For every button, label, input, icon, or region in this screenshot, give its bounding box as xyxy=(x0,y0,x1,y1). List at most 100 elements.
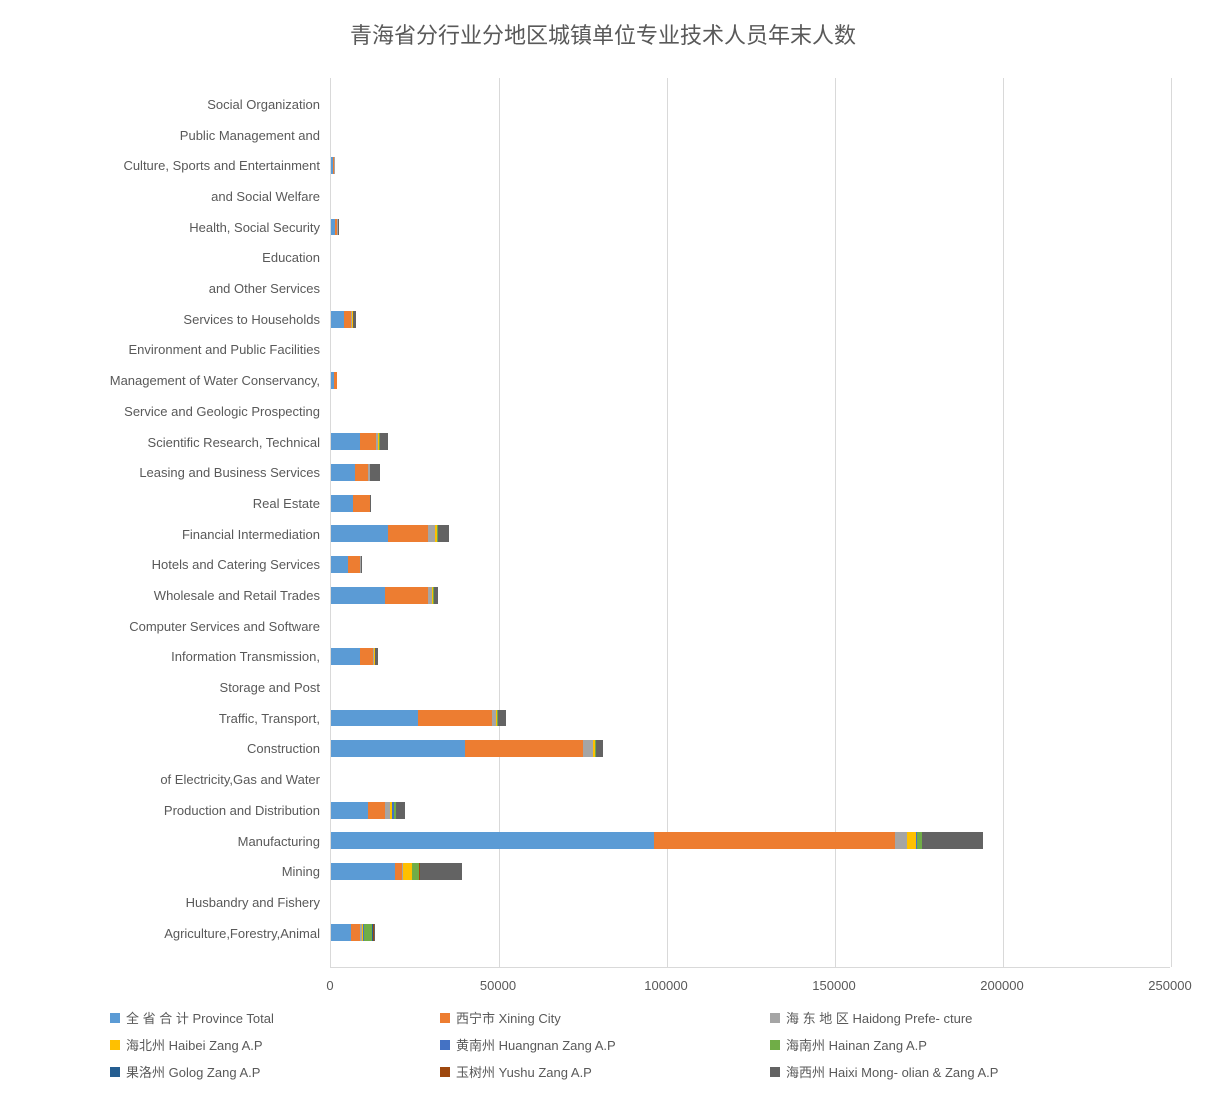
y-axis-labels: Social OrganizationPublic Management and… xyxy=(0,78,320,968)
category-label: Financial Intermediation xyxy=(182,528,320,541)
category-label: Management of Water Conservancy, xyxy=(110,374,320,387)
chart-container: 青海省分行业分地区城镇单位专业技术人员年末人数 Social Organizat… xyxy=(0,0,1206,1097)
bar-row xyxy=(331,556,361,573)
bar-segment xyxy=(403,863,411,880)
bar-row xyxy=(331,525,449,542)
bar-segment xyxy=(334,372,337,389)
category-label: Environment and Public Facilities xyxy=(129,343,320,356)
bar-segment xyxy=(355,464,368,481)
bar-segment xyxy=(498,710,505,727)
legend-swatch xyxy=(770,1067,780,1077)
bar-row xyxy=(331,464,380,481)
legend-label: 海 东 地 区 Haidong Prefe- cture xyxy=(786,1008,972,1027)
bar-segment xyxy=(331,311,344,328)
x-tick-label: 100000 xyxy=(644,978,687,993)
legend-item: 海南州 Hainan Zang A.P xyxy=(770,1035,1100,1054)
bar-segment xyxy=(596,740,603,757)
bar-segment xyxy=(331,525,388,542)
category-label: Traffic, Transport, xyxy=(219,712,320,725)
category-label: Public Management and xyxy=(180,129,320,142)
bar-row xyxy=(331,219,339,236)
legend-swatch xyxy=(110,1040,120,1050)
x-tick-label: 0 xyxy=(326,978,333,993)
bar-segment xyxy=(428,525,435,542)
bar-segment xyxy=(380,433,388,450)
bar-segment xyxy=(364,924,372,941)
bar-segment xyxy=(370,464,379,481)
legend-item: 海西州 Haixi Mong- olian & Zang A.P xyxy=(770,1062,1100,1081)
bar-segment xyxy=(351,924,359,941)
bar-segment xyxy=(338,219,339,236)
x-tick-label: 200000 xyxy=(980,978,1023,993)
bar-segment xyxy=(360,648,373,665)
grid-line xyxy=(1003,78,1004,967)
category-label: Scientific Research, Technical xyxy=(148,436,320,449)
bar-segment xyxy=(353,311,356,328)
bar-row xyxy=(331,495,371,512)
bar-segment xyxy=(907,832,915,849)
legend-swatch xyxy=(440,1067,450,1077)
legend-label: 黄南州 Huangnan Zang A.P xyxy=(456,1035,616,1054)
category-label: Service and Geologic Prospecting xyxy=(124,405,320,418)
bar-segment xyxy=(434,587,438,604)
legend-item: 海 东 地 区 Haidong Prefe- cture xyxy=(770,1008,1100,1027)
bar-segment xyxy=(420,863,462,880)
bar-segment xyxy=(331,863,395,880)
x-axis-labels: 050000100000150000200000250000 xyxy=(330,978,1170,998)
bar-segment xyxy=(331,740,465,757)
category-label: Health, Social Security xyxy=(189,221,320,234)
bar-segment xyxy=(331,556,348,573)
legend-swatch xyxy=(770,1040,780,1050)
legend-label: 西宁市 Xining City xyxy=(456,1008,561,1027)
legend-label: 海西州 Haixi Mong- olian & Zang A.P xyxy=(786,1062,998,1081)
bar-segment xyxy=(348,556,360,573)
bar-row xyxy=(331,832,983,849)
category-label: Education xyxy=(262,251,320,264)
category-label: Services to Households xyxy=(183,313,320,326)
x-tick-label: 250000 xyxy=(1148,978,1191,993)
bar-segment xyxy=(344,311,351,328)
category-label: of Electricity,Gas and Water xyxy=(160,773,320,786)
bar-segment xyxy=(370,495,371,512)
bar-row xyxy=(331,587,438,604)
bar-row xyxy=(331,433,388,450)
category-label: Hotels and Catering Services xyxy=(152,558,320,571)
bar-segment xyxy=(374,924,375,941)
legend: 全 省 合 计 Province Total 西宁市 Xining City 海 东… xyxy=(110,1008,1110,1081)
legend-item: 海北州 Haibei Zang A.P xyxy=(110,1035,440,1054)
bar-segment xyxy=(465,740,583,757)
bar-row xyxy=(331,863,462,880)
legend-label: 海南州 Hainan Zang A.P xyxy=(786,1035,927,1054)
chart-title: 青海省分行业分地区城镇单位专业技术人员年末人数 xyxy=(0,18,1206,50)
bar-segment xyxy=(922,832,982,849)
category-label: Mining xyxy=(282,865,320,878)
legend-item: 黄南州 Huangnan Zang A.P xyxy=(440,1035,770,1054)
bar-segment xyxy=(368,802,385,819)
bar-row xyxy=(331,802,405,819)
legend-label: 海北州 Haibei Zang A.P xyxy=(126,1035,263,1054)
bar-segment xyxy=(583,740,593,757)
bar-row xyxy=(331,710,506,727)
bar-segment xyxy=(388,525,428,542)
category-label: and Social Welfare xyxy=(211,190,320,203)
legend-swatch xyxy=(110,1067,120,1077)
legend-item: 果洛州 Golog Zang A.P xyxy=(110,1062,440,1081)
plot-area xyxy=(330,78,1170,968)
bar-row xyxy=(331,311,356,328)
category-label: Culture, Sports and Entertainment xyxy=(123,159,320,172)
bar-segment xyxy=(331,802,368,819)
bar-segment xyxy=(331,924,351,941)
bar-segment xyxy=(360,433,377,450)
category-label: Manufacturing xyxy=(238,835,320,848)
bar-segment xyxy=(353,495,370,512)
bar-segment xyxy=(375,648,378,665)
bar-segment xyxy=(331,710,418,727)
legend-swatch xyxy=(440,1040,450,1050)
x-tick-label: 50000 xyxy=(480,978,516,993)
bar-segment xyxy=(331,495,353,512)
bar-segment xyxy=(331,587,385,604)
legend-item: 全 省 合 计 Province Total xyxy=(110,1008,440,1027)
bar-segment xyxy=(396,802,405,819)
legend-label: 玉树州 Yushu Zang A.P xyxy=(456,1062,592,1081)
bar-segment xyxy=(331,464,355,481)
